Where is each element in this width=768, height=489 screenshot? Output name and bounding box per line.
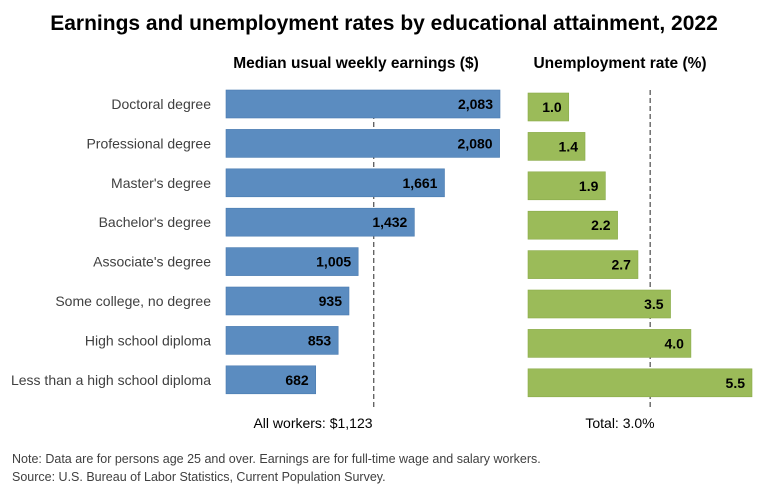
data-label: 5.5 bbox=[726, 375, 746, 391]
earnings-bar bbox=[225, 89, 501, 119]
unemployment-reference-label: Total: 3.0% bbox=[585, 415, 654, 431]
chart-title: Earnings and unemployment rates by educa… bbox=[50, 12, 718, 35]
data-label: 1.0 bbox=[542, 99, 562, 115]
category-label: High school diploma bbox=[85, 332, 211, 348]
data-label: 2.2 bbox=[591, 217, 611, 233]
data-label: 853 bbox=[308, 332, 332, 348]
earnings-bar bbox=[225, 326, 339, 355]
category-label: Master's degree bbox=[111, 175, 211, 191]
category-label: Some college, no degree bbox=[55, 293, 211, 309]
category-label: Bachelor's degree bbox=[99, 214, 212, 230]
unemployment-bar bbox=[527, 132, 586, 161]
data-label: 1,005 bbox=[316, 254, 351, 270]
earnings-bar bbox=[225, 168, 445, 198]
note: Note: Data are for persons age 25 and ov… bbox=[12, 452, 541, 466]
earnings-bar bbox=[225, 129, 500, 158]
data-label: 4.0 bbox=[664, 335, 684, 351]
earnings-bar bbox=[225, 286, 350, 316]
earnings-bar bbox=[225, 247, 359, 276]
data-label: 935 bbox=[319, 293, 343, 309]
unemployment-bar bbox=[527, 329, 692, 358]
earnings-bar bbox=[225, 207, 415, 237]
unemployment-bar bbox=[527, 92, 570, 122]
category-label: Associate's degree bbox=[93, 254, 211, 270]
data-label: 1.9 bbox=[579, 178, 599, 194]
data-label: 682 bbox=[285, 372, 309, 388]
category-label: Doctoral degree bbox=[111, 96, 211, 112]
category-label: Less than a high school diploma bbox=[11, 372, 211, 388]
unemployment-bar bbox=[527, 368, 753, 398]
unemployment-bar bbox=[527, 171, 606, 201]
unemployment-panel-title: Unemployment rate (%) bbox=[533, 55, 706, 72]
source: Source: U.S. Bureau of Labor Statistics,… bbox=[12, 470, 386, 484]
data-label: 2,080 bbox=[458, 135, 493, 151]
earnings-reference-label: All workers: $1,123 bbox=[253, 415, 372, 431]
earnings-panel-title: Median usual weekly earnings ($) bbox=[233, 55, 479, 72]
unemployment-bar bbox=[527, 289, 671, 319]
data-label: 1.4 bbox=[559, 138, 579, 154]
data-label: 2.7 bbox=[611, 257, 631, 273]
data-label: 1,432 bbox=[372, 214, 407, 230]
data-label: 2,083 bbox=[458, 96, 493, 112]
data-label: 1,661 bbox=[402, 175, 437, 191]
unemployment-bar bbox=[527, 250, 639, 279]
earnings-bar bbox=[225, 365, 317, 395]
unemployment-bar bbox=[527, 210, 618, 240]
category-label: Professional degree bbox=[86, 135, 211, 151]
data-label: 3.5 bbox=[644, 296, 664, 312]
